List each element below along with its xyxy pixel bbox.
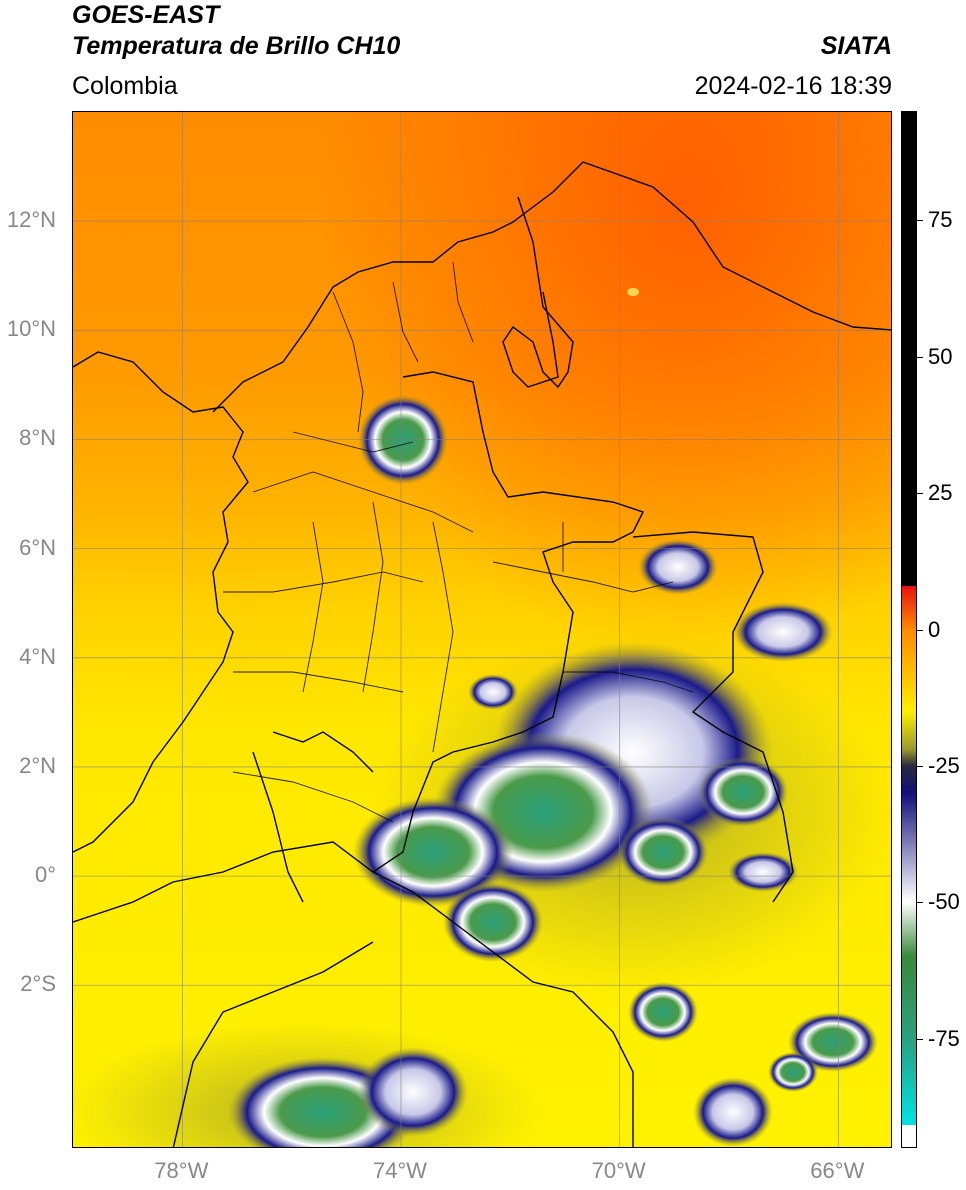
colorbar-tick — [917, 493, 923, 495]
colorbar-tick-label: 25 — [928, 480, 953, 506]
colorbar-tick — [917, 1038, 923, 1040]
lon-tick-label: 66°W — [810, 1158, 865, 1183]
colorbar-tick — [917, 629, 923, 631]
colorbar-tick-label: -25 — [928, 752, 960, 778]
map-canvas — [73, 112, 891, 1147]
product-title: GOES-EAST Temperatura de Brillo CH10 — [72, 0, 400, 62]
source-name: SIATA — [820, 32, 892, 60]
colorbar-tick — [917, 902, 923, 904]
lon-tick-label: 70°W — [591, 1158, 646, 1183]
cloud-cluster — [638, 539, 718, 595]
lat-tick-label: 4°N — [19, 643, 56, 669]
gridlines — [73, 112, 891, 1147]
department-borders — [223, 261, 694, 823]
coastlines-borders — [73, 161, 891, 1147]
satellite-map[interactable] — [72, 111, 892, 1148]
cloud-cluster — [788, 1012, 878, 1072]
colorbar — [901, 111, 917, 1148]
lat-tick-label: 8°N — [19, 425, 56, 451]
cloud-cluster — [443, 882, 543, 962]
cloud-cluster — [733, 602, 833, 662]
colorbar-tick — [917, 356, 923, 358]
cloud-cluster — [693, 1077, 773, 1147]
region-name: Colombia — [72, 72, 178, 100]
datetime: 2024-02-16 18:39 — [694, 72, 892, 100]
cloud-cluster — [353, 797, 513, 907]
colorbar-tick-label: -75 — [928, 1025, 960, 1051]
colorbar-tick — [917, 765, 923, 767]
cloud-cluster — [618, 817, 708, 887]
cloud-cluster — [698, 757, 788, 827]
colorbar-tick-label: 75 — [928, 207, 953, 233]
cloud-cluster — [628, 982, 698, 1042]
cloud-cluster — [358, 395, 448, 485]
lat-tick-label: 0° — [34, 862, 56, 888]
colorbar-tick-label: 50 — [928, 343, 953, 369]
cloud-cluster — [728, 852, 798, 892]
lat-tick-label: 12°N — [6, 207, 56, 233]
lon-tick-label: 78°W — [154, 1158, 209, 1183]
channel-name: Temperatura de Brillo CH10 — [72, 32, 401, 60]
lat-tick-label: 6°N — [19, 534, 56, 560]
cloud-cluster — [358, 1047, 468, 1137]
lat-tick-label: 2°N — [19, 752, 56, 778]
cloud-cluster — [468, 674, 518, 710]
colorbar-tick-label: 0 — [928, 616, 941, 642]
colorbar-tick — [917, 220, 923, 222]
satellite-name: GOES-EAST — [72, 1, 220, 29]
lon-tick-label: 74°W — [372, 1158, 428, 1183]
cloud-cluster — [768, 1052, 818, 1092]
colorbar-tick-label: -50 — [928, 889, 960, 915]
lat-tick-label: 2°S — [20, 971, 56, 997]
lat-tick-label: 10°N — [6, 316, 56, 342]
